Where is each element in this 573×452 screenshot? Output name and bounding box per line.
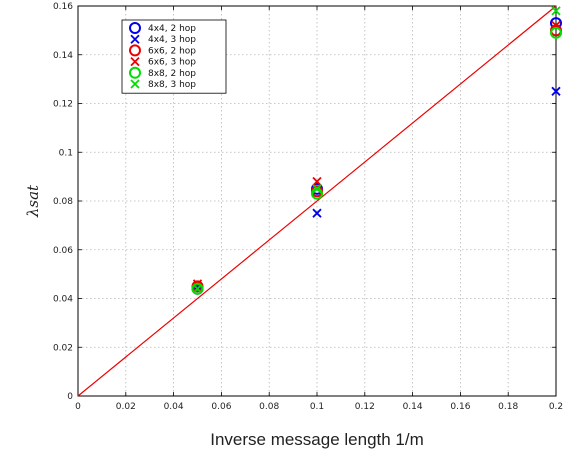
data-point-x bbox=[312, 184, 322, 194]
legend-marker bbox=[130, 56, 140, 67]
legend-marker-stroke bbox=[130, 79, 140, 89]
data-point-x bbox=[312, 176, 322, 187]
x-axis-label: Inverse message length 1/m bbox=[210, 430, 424, 449]
data-point-x-stroke bbox=[312, 208, 322, 218]
legend-box bbox=[121, 19, 227, 94]
legend-label: 8x8, 2 hop bbox=[148, 69, 196, 79]
data-point-x-stroke bbox=[551, 6, 561, 16]
reference-line-segment bbox=[77, 5, 557, 397]
x-tick-label: 0.02 bbox=[116, 402, 136, 412]
data-point-x-stroke bbox=[312, 184, 322, 194]
data-point-x-stroke bbox=[192, 284, 203, 294]
legend-marker-stroke bbox=[130, 34, 140, 44]
legend-marker-stroke bbox=[130, 56, 140, 67]
legend-label: 6x6, 2 hop bbox=[148, 46, 196, 56]
y-tick-label: 0.06 bbox=[53, 246, 73, 256]
data-point-x bbox=[551, 86, 561, 96]
legend-marker bbox=[130, 79, 140, 89]
y-tick-label: 0.04 bbox=[53, 295, 73, 305]
data-point-x bbox=[192, 284, 203, 294]
data-point-circle bbox=[191, 282, 204, 295]
y-tick-label: 0.1 bbox=[59, 148, 73, 158]
reference-line bbox=[77, 5, 557, 397]
x-tick-label: 0.16 bbox=[450, 402, 470, 412]
legend-marker bbox=[130, 34, 140, 44]
x-tick-label: 0.1 bbox=[310, 402, 324, 412]
legend-marker bbox=[129, 66, 141, 79]
legend-label: 6x6, 3 hop bbox=[148, 58, 196, 68]
data-points bbox=[191, 6, 562, 295]
y-tick-label: 0 bbox=[67, 392, 73, 402]
y-tick-label: 0.08 bbox=[53, 197, 73, 207]
x-tick-label: 0.06 bbox=[211, 402, 231, 412]
x-tick-label: 0.08 bbox=[259, 402, 279, 412]
y-tick-label: 0.12 bbox=[53, 100, 73, 110]
y-tick-label: 0.02 bbox=[53, 343, 73, 353]
data-point-circle bbox=[550, 26, 562, 39]
legend-label: 4x4, 3 hop bbox=[148, 35, 196, 45]
y-tick-label: 0.16 bbox=[53, 2, 73, 12]
data-point-x bbox=[312, 208, 322, 218]
legend-label: 4x4, 2 hop bbox=[148, 24, 196, 34]
data-point-x bbox=[551, 6, 561, 16]
x-tick-label: 0.04 bbox=[164, 402, 184, 412]
tick-labels: 0 0.02 0.04 0.06 0.08 0.1 0.12 0.14 0.16 0.18 0.2 0… bbox=[53, 2, 563, 412]
data-point-x-stroke bbox=[312, 176, 322, 187]
x-tick-label: 0 bbox=[75, 402, 81, 412]
x-tick-label: 0.14 bbox=[403, 402, 423, 412]
x-tick-label: 0.12 bbox=[355, 402, 375, 412]
y-tick-label: 0.14 bbox=[53, 51, 73, 61]
legend-label: 8x8, 3 hop bbox=[148, 80, 196, 90]
legend-marker bbox=[129, 44, 141, 57]
x-tick-label: 0.18 bbox=[498, 402, 518, 412]
x-tick-label: 0.2 bbox=[549, 402, 563, 412]
data-point-x-stroke bbox=[551, 86, 561, 96]
y-axis-label: λsat bbox=[24, 184, 42, 218]
legend-marker bbox=[129, 22, 141, 34]
